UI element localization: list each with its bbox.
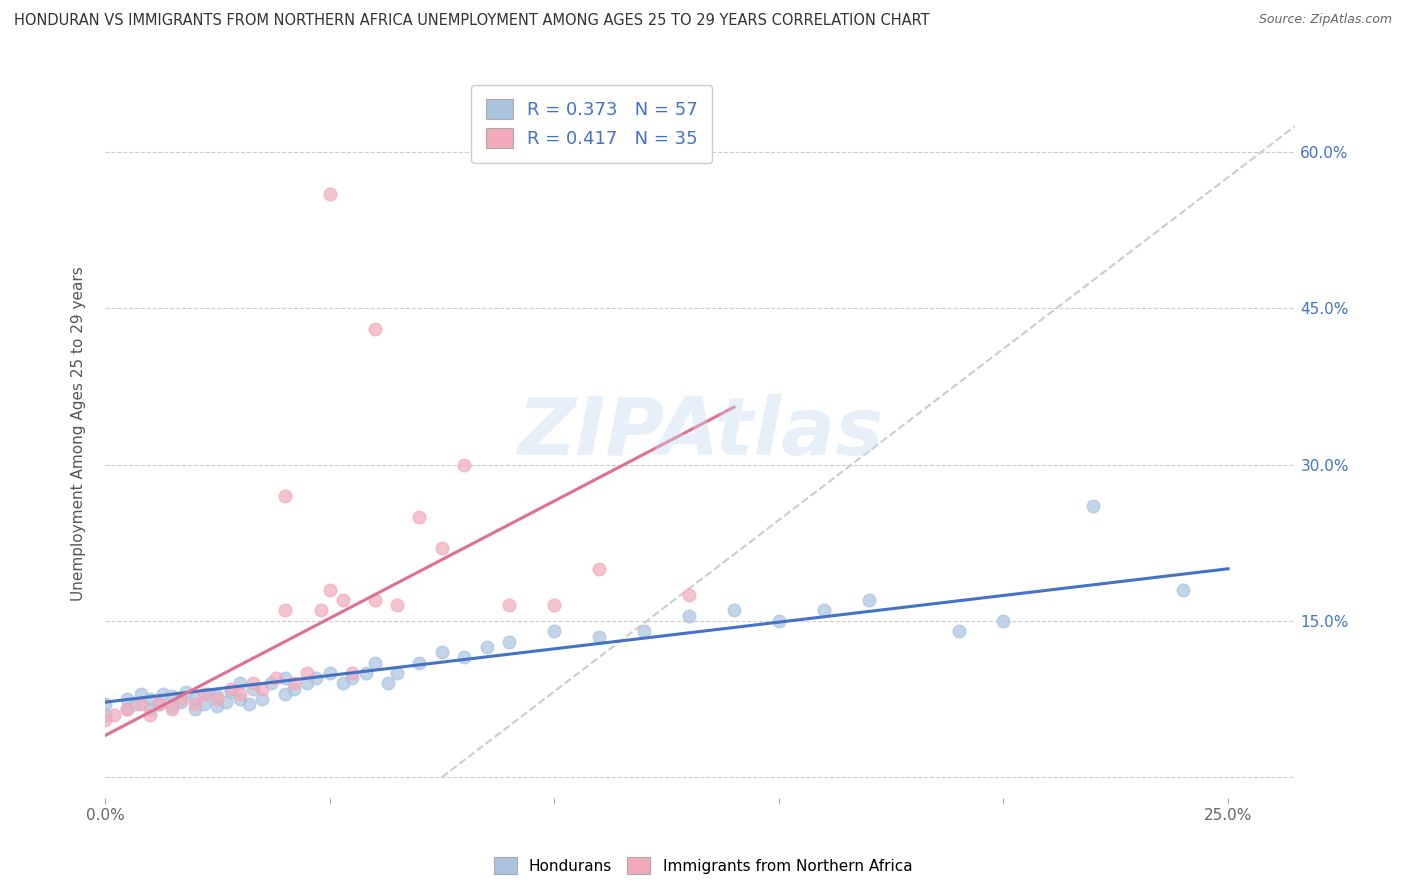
Point xyxy=(197,687,219,701)
Point xyxy=(340,671,363,685)
Point xyxy=(260,676,283,690)
Point xyxy=(94,713,117,727)
Point xyxy=(193,687,215,701)
Point xyxy=(283,676,305,690)
Point xyxy=(207,692,229,706)
Point xyxy=(264,671,287,685)
Point xyxy=(273,671,295,685)
Y-axis label: Unemployment Among Ages 25 to 29 years: Unemployment Among Ages 25 to 29 years xyxy=(72,266,86,600)
Point xyxy=(170,692,193,706)
Point xyxy=(543,624,565,639)
Point xyxy=(273,603,295,617)
Point xyxy=(184,702,207,716)
Point xyxy=(94,698,117,712)
Point xyxy=(588,630,610,644)
Point xyxy=(117,702,139,716)
Point xyxy=(129,687,152,701)
Point xyxy=(768,614,790,628)
Point xyxy=(148,698,170,712)
Point xyxy=(129,698,152,712)
Point xyxy=(273,489,295,503)
Point xyxy=(993,614,1015,628)
Point xyxy=(498,634,520,648)
Text: Source: ZipAtlas.com: Source: ZipAtlas.com xyxy=(1258,13,1392,27)
Point xyxy=(242,676,264,690)
Point xyxy=(184,698,207,712)
Point xyxy=(242,681,264,696)
Point xyxy=(252,692,274,706)
Point xyxy=(139,702,162,716)
Point xyxy=(354,665,377,680)
Point xyxy=(193,698,215,712)
Point xyxy=(453,650,475,665)
Point xyxy=(498,599,520,613)
Point xyxy=(103,707,125,722)
Point xyxy=(948,624,970,639)
Point xyxy=(430,645,453,659)
Point xyxy=(207,699,229,714)
Point xyxy=(309,603,332,617)
Point xyxy=(238,698,260,712)
Point xyxy=(305,671,328,685)
Text: HONDURAN VS IMMIGRANTS FROM NORTHERN AFRICA UNEMPLOYMENT AMONG AGES 25 TO 29 YEA: HONDURAN VS IMMIGRANTS FROM NORTHERN AFR… xyxy=(14,13,929,29)
Point xyxy=(229,692,252,706)
Point xyxy=(229,676,252,690)
Point xyxy=(1173,582,1195,597)
Point xyxy=(543,599,565,613)
Point xyxy=(283,681,305,696)
Point xyxy=(148,698,170,712)
Point xyxy=(408,656,430,670)
Point xyxy=(162,689,184,703)
Point xyxy=(430,541,453,555)
Legend: Hondurans, Immigrants from Northern Africa: Hondurans, Immigrants from Northern Afri… xyxy=(488,851,918,880)
Point xyxy=(162,702,184,716)
Point xyxy=(273,687,295,701)
Point xyxy=(408,509,430,524)
Point xyxy=(152,687,174,701)
Point xyxy=(813,603,835,617)
Point xyxy=(633,624,655,639)
Point xyxy=(295,665,318,680)
Point xyxy=(858,593,880,607)
Point xyxy=(252,681,274,696)
Point xyxy=(678,608,700,623)
Point xyxy=(377,676,399,690)
Point xyxy=(588,562,610,576)
Point xyxy=(340,665,363,680)
Point xyxy=(215,695,238,709)
Point xyxy=(184,692,207,706)
Point xyxy=(139,692,162,706)
Point xyxy=(385,665,408,680)
Point xyxy=(170,695,193,709)
Point xyxy=(318,186,340,201)
Point xyxy=(162,699,184,714)
Point xyxy=(229,687,252,701)
Point xyxy=(332,593,354,607)
Point xyxy=(219,681,242,696)
Point xyxy=(207,689,229,703)
Point xyxy=(318,665,340,680)
Point xyxy=(453,458,475,472)
Point xyxy=(363,656,385,670)
Legend: R = 0.373   N = 57, R = 0.417   N = 35: R = 0.373 N = 57, R = 0.417 N = 35 xyxy=(471,85,713,162)
Point xyxy=(94,707,117,722)
Point xyxy=(385,599,408,613)
Point xyxy=(475,640,498,654)
Point xyxy=(678,588,700,602)
Point xyxy=(363,322,385,336)
Point xyxy=(295,676,318,690)
Text: ZIPAtlas: ZIPAtlas xyxy=(517,394,883,472)
Point xyxy=(174,685,197,699)
Point xyxy=(139,707,162,722)
Point xyxy=(363,593,385,607)
Point xyxy=(723,603,745,617)
Point xyxy=(117,692,139,706)
Point xyxy=(125,698,148,712)
Point xyxy=(1083,500,1105,514)
Point xyxy=(332,676,354,690)
Point xyxy=(219,685,242,699)
Point xyxy=(117,702,139,716)
Point xyxy=(318,582,340,597)
